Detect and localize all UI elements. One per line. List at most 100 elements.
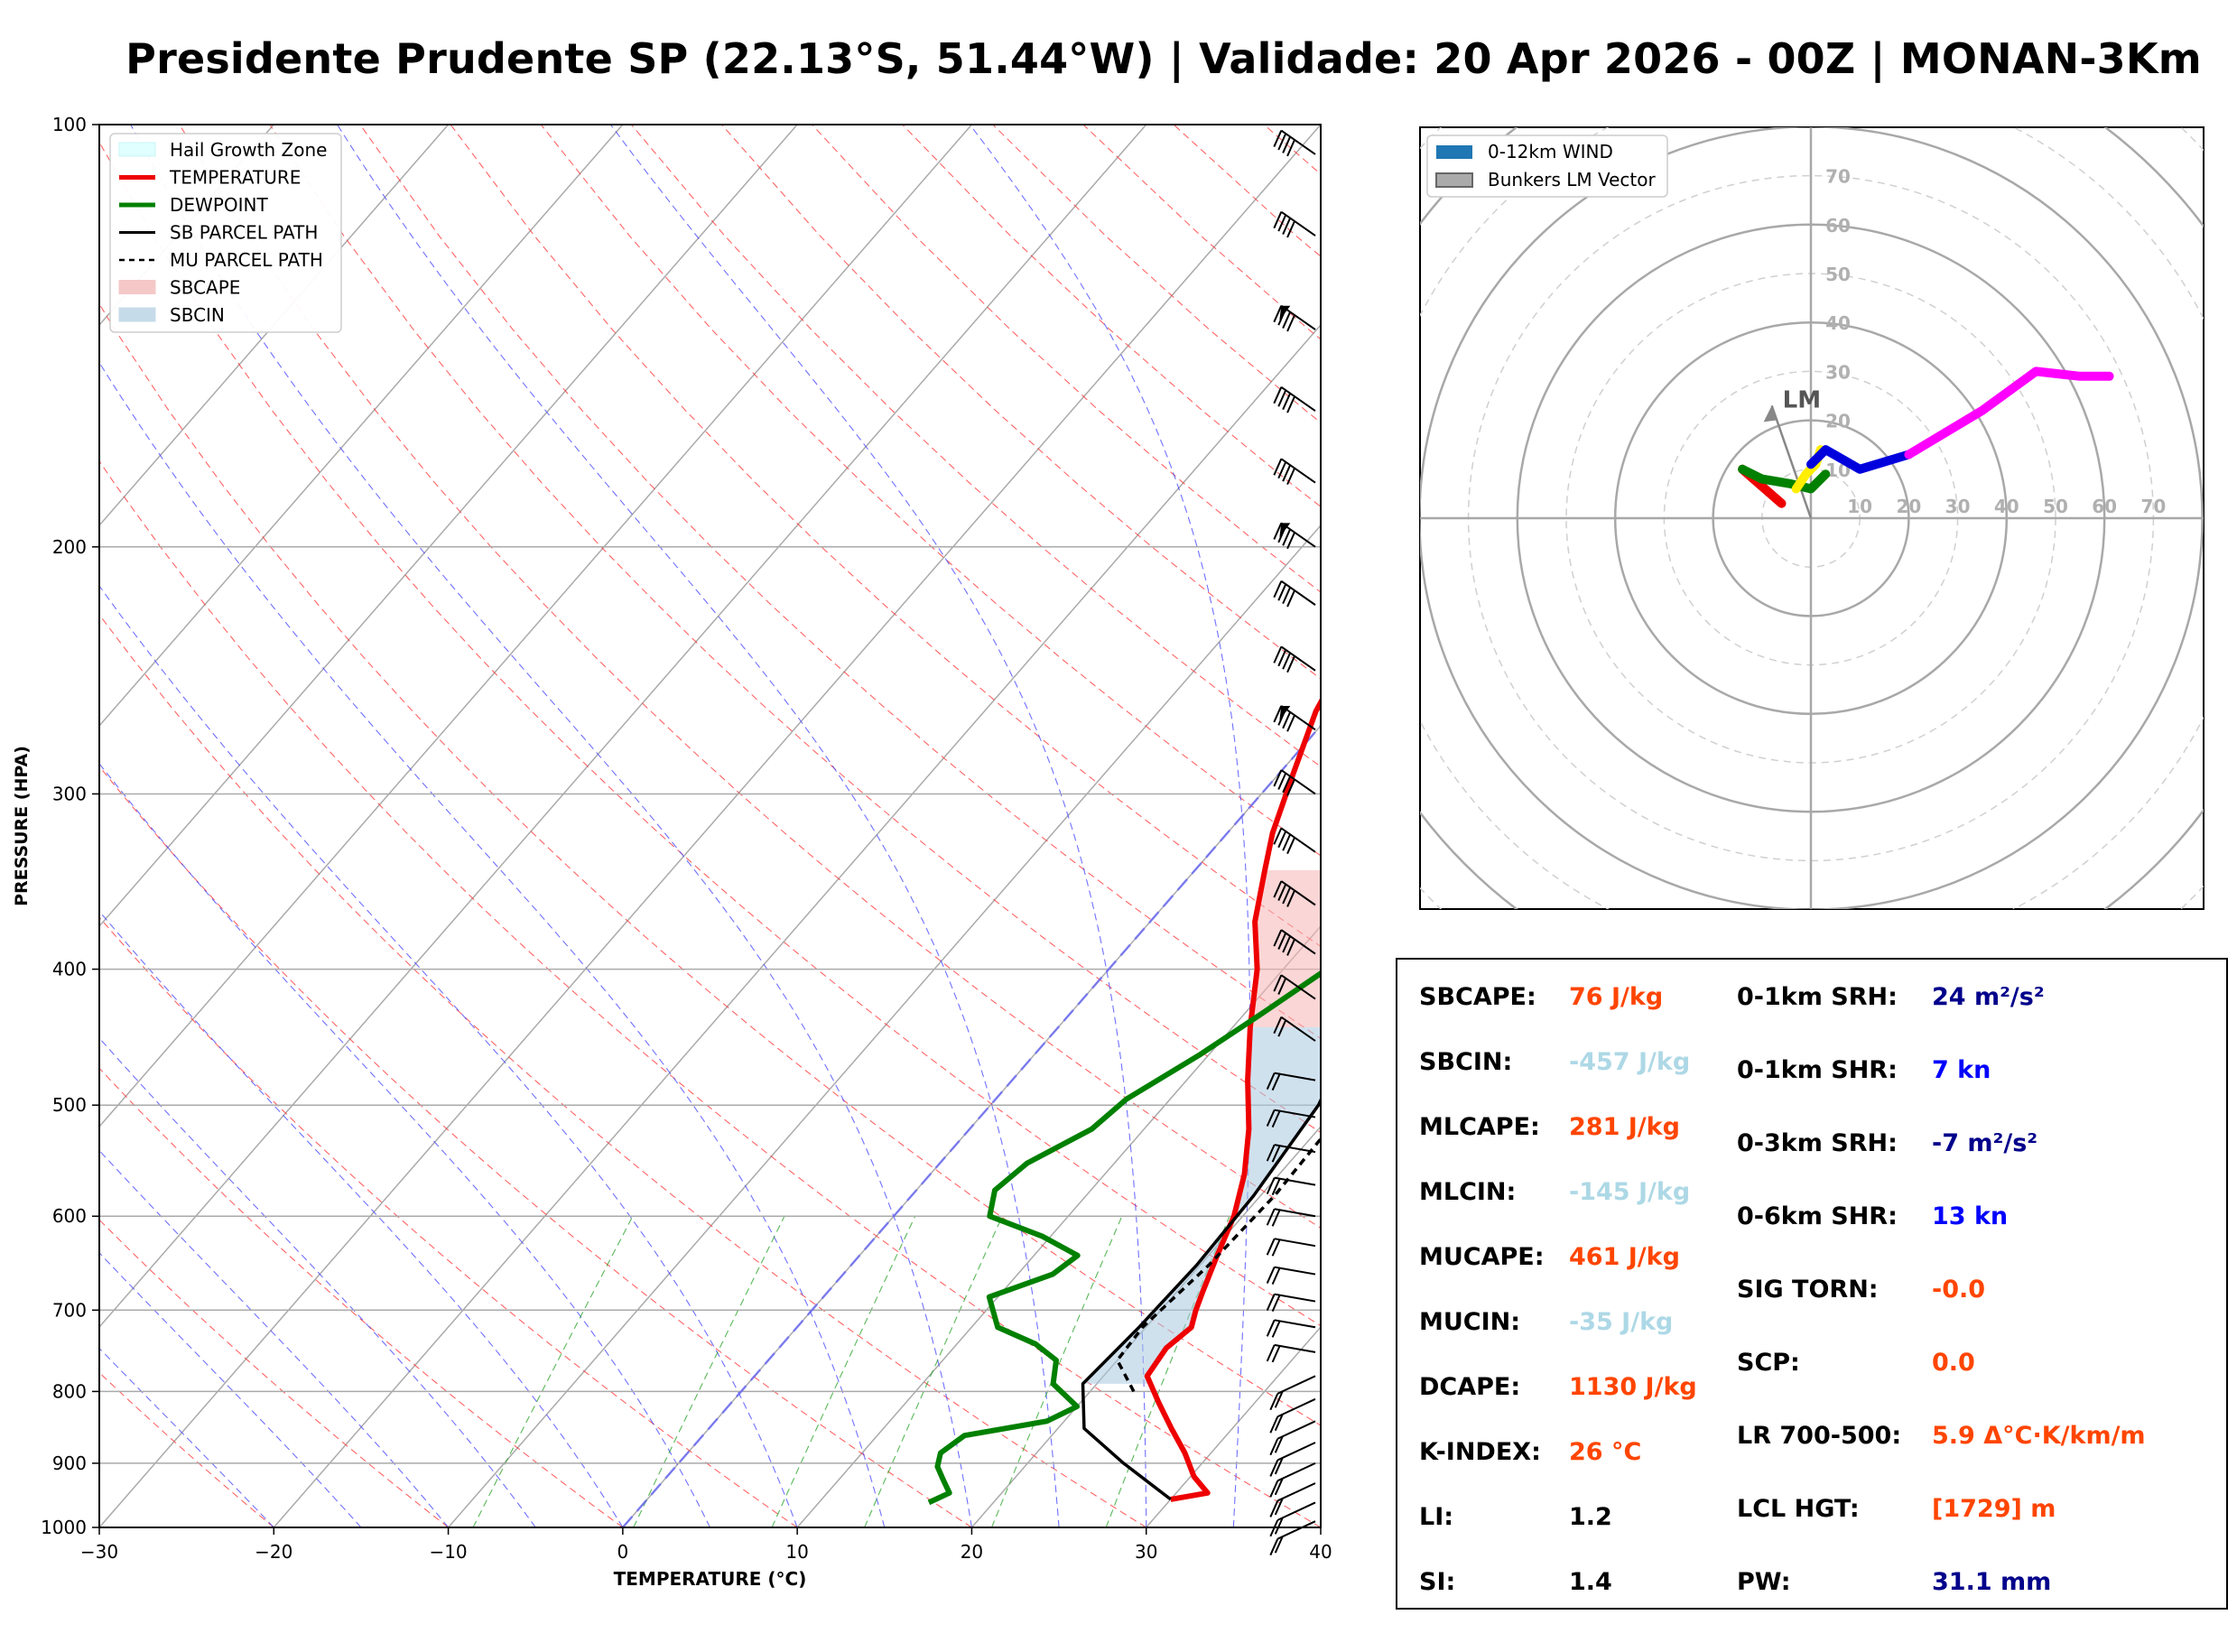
barb-staff [1280,129,1316,155]
barb-flag [1274,1498,1284,1516]
barb-staff [1276,1462,1316,1482]
barb-flag [1282,218,1292,235]
stat-label: 0-6km SHR: [1737,1202,1898,1230]
dry-adiabat [99,459,1321,1527]
legend-swatch [118,142,156,157]
hodo-legend-label: Bunkers LM Vector [1488,169,1657,190]
barb-flag [1273,880,1283,898]
stat-value: 5.9 Δ°C·K/km/m [1932,1422,2146,1450]
y-tick-label: 700 [52,1299,87,1321]
barb-staff [1276,1420,1316,1440]
stat-label: LR 700-500: [1737,1422,1902,1450]
x-axis-label: TEMPERATURE (°C) [614,1568,807,1590]
barb-staff [1274,1176,1316,1186]
wind-barb [1266,1266,1316,1285]
moist-adiabat [99,763,710,1527]
x-tick-label: −10 [429,1541,467,1563]
barb-flag [1271,1295,1281,1313]
stats-panel: SBCAPE: 76 J/kg SBCIN: -457 J/kg MLCAPE: 281 … [1396,958,2228,1610]
barb-flag [1286,314,1295,332]
barb-flag [1277,933,1287,950]
stat-label: 0-3km SRH: [1737,1129,1898,1157]
bunkers-lm-vector [1770,404,1813,519]
hodo-trace-6-9km [1806,445,1914,474]
stat-label: SBCIN: [1419,1048,1513,1076]
legend-label: Hail Growth Zone [170,139,327,161]
legend-label: SBCAPE [170,277,240,299]
barb-flag [1286,890,1295,907]
wind-barb [1269,1420,1316,1456]
dry-adiabat [99,141,1321,1327]
barb-flag [1282,464,1292,482]
barb-flag [1286,778,1295,796]
x-tick-label: 40 [1309,1541,1332,1563]
stat-value: -0.0 [1932,1276,1986,1304]
isotherm [273,323,1321,1527]
wind-barb [1273,880,1316,907]
barb-flag [1282,833,1292,851]
y-tick-label: 400 [52,959,87,980]
barb-flag [1273,974,1283,992]
barb-flag [1286,714,1295,732]
skewt-frame [98,124,1322,1528]
stat-value: 1130 J/kg [1569,1373,1697,1401]
stat-value: 281 J/kg [1569,1113,1680,1141]
barb-flag [1273,580,1283,599]
y-tick-label: 800 [52,1380,87,1402]
barb-flag [1274,1457,1284,1475]
x-tick-label: 0 [617,1541,628,1563]
barb-flag [1286,589,1295,608]
wind-barb [1266,1343,1316,1363]
barb-staff [1276,1397,1316,1418]
barb-flag [1277,649,1287,667]
barb-flag [1266,1072,1276,1091]
barb-staff [1274,1144,1316,1154]
hodo-legend-swatch [1436,145,1472,159]
barb-flag [1282,886,1292,905]
wind-barb [1273,522,1316,550]
stat-value: 13 kn [1932,1202,2009,1230]
wind-barb [1266,1176,1316,1196]
barb-flag [1277,133,1287,151]
barb-flag [1277,461,1287,479]
x-tick-label: 20 [961,1541,983,1563]
legend-label: MU PARCEL PATH [170,249,323,271]
hodo-ring-label-x: 50 [2043,496,2068,517]
isotherm [99,125,450,527]
barb-pennant [1279,523,1291,538]
barb-flag [1273,929,1283,947]
hodo-legend-label: 0-12km WIND [1488,141,1613,162]
barb-flag [1277,214,1287,232]
hodo-ring-label-x: 70 [2140,496,2166,517]
isotherm [99,125,274,327]
barb-staff [1276,1375,1316,1395]
wind-barb [1266,1109,1316,1128]
barb-flag [1286,395,1295,413]
barb-flag [1266,1294,1276,1311]
hodo-ring-label-y: 70 [1825,166,1851,188]
isotherm [99,125,972,1128]
stat-value: [1729] m [1932,1495,2056,1523]
stat-value: -7 m²/s² [1932,1129,2038,1157]
barb-pennant [1279,705,1291,720]
isotherm [99,125,1321,1527]
isotherm [448,524,1321,1527]
wind-barb [1273,705,1316,732]
dry-adiabat [359,125,1321,1040]
barb-staff [1276,1501,1316,1521]
sbcape-shade [1249,869,1321,1027]
barb-staff [1280,210,1316,237]
barb-flag [1274,1435,1284,1453]
dry-adiabat [99,1219,449,1527]
stat-value: 0.0 [1932,1349,1975,1377]
wind-barb [1273,129,1316,157]
stat-label: MLCAPE: [1419,1113,1540,1141]
chart-title: Presidente Prudente SP (22.13°S, 51.44°W… [125,34,2202,83]
wind-barb [1266,1319,1316,1338]
barb-flag [1274,1517,1284,1535]
barb-flag [1277,884,1287,901]
moist-adiabat [969,125,1251,1527]
barb-flag [1273,305,1283,323]
moist-adiabat [609,125,1147,1527]
hodo-ring-label-x: 60 [2092,496,2117,517]
